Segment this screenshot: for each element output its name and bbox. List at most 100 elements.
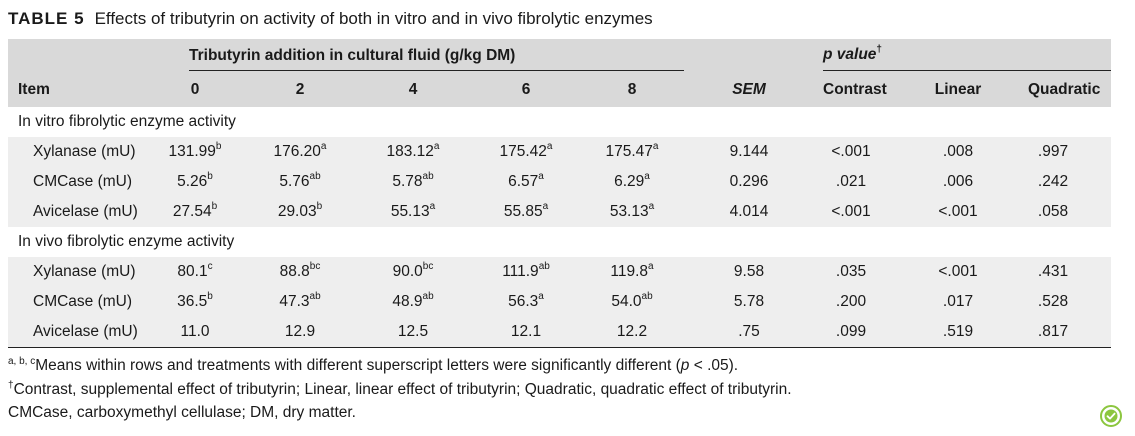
contrast-cell: .099 [835,323,867,340]
value-number: 175.47 [605,143,653,160]
value-number: 12.2 [616,323,648,340]
value-number: 183.12 [386,143,434,160]
contrast-cell: <.001 [831,143,871,160]
value-cell: 88.8bc [280,262,321,282]
value-superscript: a [648,261,654,272]
value-cell: 11.0 [180,322,209,342]
value-cell: 175.47a [606,142,659,162]
value-superscript: a [429,201,436,212]
linear-cell: .008 [942,143,974,160]
col-header-level-2: 2 [295,81,305,98]
quadratic-cell: .997 [1037,143,1069,160]
value-cell: 12.1 [511,322,541,342]
col-header-sem: SEM [732,81,766,98]
table-row [8,167,1111,197]
crossmark-icon[interactable] [1100,405,1122,427]
value-cell: 56.3a [508,292,544,312]
value-cell: 5.26b [177,172,213,192]
value-number: 88.8 [279,263,310,280]
value-number: 6.29 [614,173,645,190]
value-cell: 12.9 [285,322,315,342]
linear-cell: .006 [942,173,974,190]
value-superscript: ab [641,291,653,302]
row-item-label: Avicelase (mU) [33,203,138,220]
value-number: 5.26 [177,173,208,190]
value-cell: 55.13a [391,202,435,222]
contrast-cell: .021 [835,173,867,190]
value-cell: 131.99b [169,142,222,162]
value-superscript: a [644,171,650,182]
value-superscript: ab [538,261,550,272]
footnote-1-mark: a, b, c [8,356,36,367]
row-item-label: Xylanase (mU) [33,263,136,280]
value-number: 55.85 [503,203,543,220]
table-bottom-rule [8,347,1111,348]
value-number: 131.99 [168,143,216,160]
linear-cell: .017 [942,293,974,310]
value-number: 6.57 [508,173,539,190]
value-number: 55.13 [390,203,430,220]
value-number: 12.5 [397,323,429,340]
section-title: In vivo fibrolytic enzyme activity [18,233,235,250]
footnote-2-mark: † [8,380,14,391]
value-superscript: b [207,171,213,182]
row-item-label: Avicelase (mU) [33,323,138,340]
value-number: 90.0 [392,263,423,280]
quadratic-cell: .058 [1037,203,1069,220]
col-header-level-4: 4 [408,81,418,98]
value-number: 5.78 [392,173,423,190]
table-row [8,257,1111,287]
value-cell: 183.12a [387,142,440,162]
value-superscript: a [542,201,549,212]
row-item-label: CMCase (mU) [33,173,133,190]
value-number: 47.3 [279,293,310,310]
sem-cell: 9.58 [733,263,765,280]
value-superscript: a [648,201,655,212]
value-cell: 47.3ab [279,292,320,312]
value-superscript: ab [422,291,434,302]
value-superscript: b [215,141,222,152]
value-superscript: a [433,141,440,152]
sem-cell: 4.014 [729,203,769,220]
contrast-cell: <.001 [831,203,871,220]
footnote-pvalue: †Contrast, supplemental effect of tribut… [8,381,792,399]
value-number: 175.42 [499,143,547,160]
value-number: 80.1 [177,263,208,280]
quadratic-cell: .528 [1037,293,1069,310]
row-item-label: Xylanase (mU) [33,143,136,160]
group-header-label: Tributyrin addition in cultural fluid (g… [189,47,516,64]
value-cell: 111.9ab [502,262,550,282]
footnote-2-text: Contrast, supplemental effect of tributy… [13,381,792,398]
quadratic-cell: .431 [1037,263,1069,280]
value-number: 119.8 [610,263,649,280]
value-number: 48.9 [392,293,423,310]
value-superscript: b [211,201,218,212]
value-number: 56.3 [508,293,539,310]
value-number: 11.0 [180,323,210,340]
value-number: 12.1 [510,323,542,340]
table-label: TABLE 5 [8,9,85,28]
row-item-label: CMCase (mU) [33,293,133,310]
value-cell: 5.78ab [392,172,433,192]
sem-cell: 5.78 [733,293,765,310]
col-header-quadratic: Quadratic [1028,81,1101,98]
value-number: 27.54 [172,203,212,220]
value-cell: 6.29a [614,172,650,192]
col-header-item: Item [18,81,50,98]
sem-cell: 9.144 [729,143,769,160]
value-superscript: c [207,261,213,272]
table-row [8,197,1111,227]
value-cell: 36.5b [177,292,213,312]
quadratic-cell: .817 [1037,323,1069,340]
value-number: 54.0 [611,293,642,310]
value-cell: 176.20a [274,142,327,162]
table-row [8,137,1111,167]
linear-cell: <.001 [938,203,978,220]
col-header-linear: Linear [934,81,982,98]
value-cell: 48.9ab [392,292,433,312]
value-superscript: ab [309,291,321,302]
footnote-1-p: p [680,357,690,374]
value-cell: 12.2 [617,322,647,342]
value-number: 5.76 [279,173,310,190]
value-cell: 5.76ab [279,172,320,192]
